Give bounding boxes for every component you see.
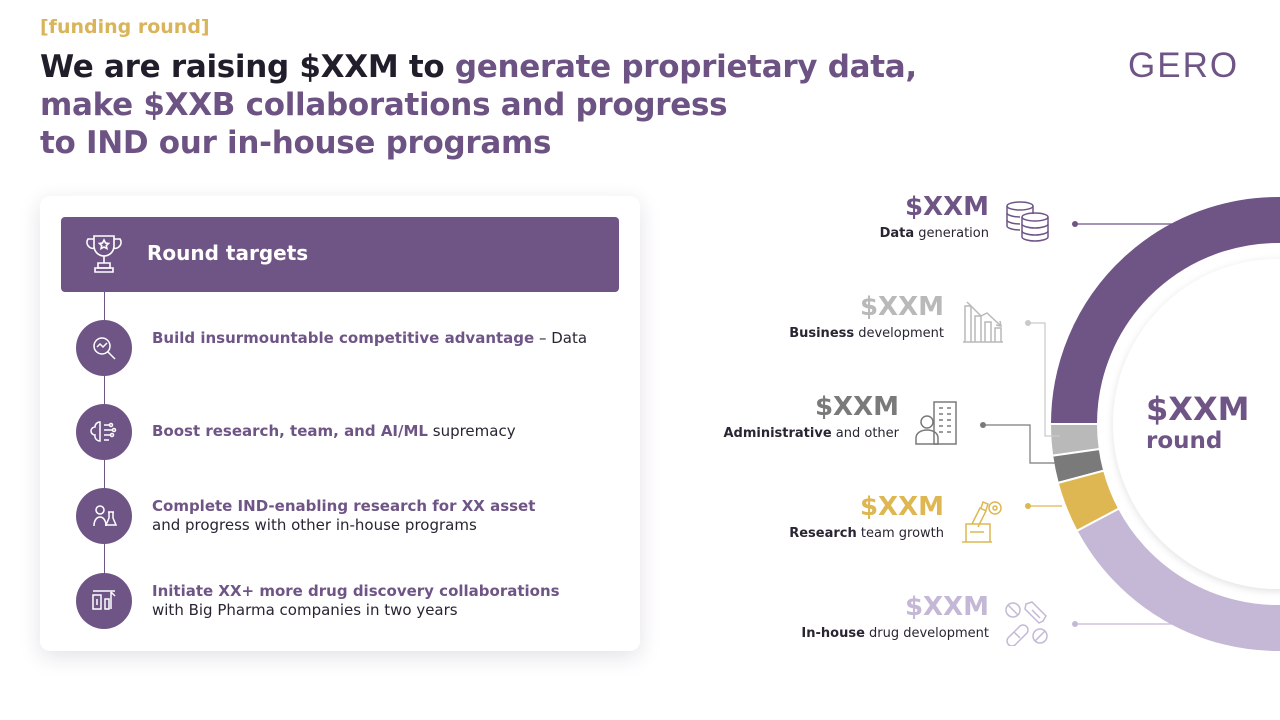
connector-line	[983, 424, 1060, 464]
allocation-label: $XXM In-house drug development	[801, 592, 989, 641]
headline: We are raising $XXM to generate propriet…	[40, 48, 940, 162]
donut-segment	[1048, 195, 1280, 425]
target-item: Boost research, team, and AI/ML supremac…	[76, 404, 616, 460]
target-item: Build insurmountable competitive advanta…	[76, 320, 616, 376]
pharma-collaboration-icon	[76, 573, 132, 629]
donut-segment	[1075, 507, 1280, 653]
donut-center	[1113, 259, 1280, 589]
round-label: round	[1146, 428, 1223, 454]
database-icon	[1006, 201, 1049, 242]
lab-research-icon	[76, 488, 132, 544]
ai-brain-icon	[76, 404, 132, 460]
headline-line3: to IND our in-house programs	[40, 125, 552, 161]
trophy-icon	[86, 235, 122, 273]
round-amount: $XXM	[1146, 390, 1250, 428]
card-header: Round targets	[61, 217, 619, 292]
office-building-icon	[915, 401, 957, 445]
allocation-label: $XXM Business development	[789, 292, 944, 341]
round-targets-card: Round targets Build insurmountable compe…	[40, 196, 640, 651]
bar-chart-icon	[963, 301, 1003, 343]
allocation-label: $XXM Research team growth	[789, 492, 944, 541]
target-text: Boost research, team, and AI/ML supremac…	[152, 422, 516, 440]
svg-text:GERO: GERO	[1128, 46, 1239, 84]
card-title: Round targets	[147, 241, 309, 265]
gero-logo: GERO	[1128, 46, 1239, 84]
target-text: Build insurmountable competitive advanta…	[152, 329, 588, 347]
target-item: Initiate XX+ more drug discovery collabo…	[76, 573, 616, 629]
connector-line	[1028, 322, 1060, 437]
headline-line2: make $XXB collaborations and progress	[40, 87, 728, 123]
target-text: Complete IND-enabling research for XX as…	[152, 497, 536, 534]
allocation-label: $XXM Data generation	[879, 192, 989, 241]
donut-segment	[1048, 423, 1101, 457]
section-tag: [funding round]	[40, 16, 210, 38]
analytics-magnifier-icon	[76, 320, 132, 376]
headline-line1: generate proprietary data,	[454, 49, 917, 85]
target-item: Complete IND-enabling research for XX as…	[76, 488, 616, 544]
pills-icon	[1005, 601, 1048, 646]
microscope-icon	[962, 501, 1002, 543]
headline-lead: We are raising $XXM to	[40, 49, 455, 85]
donut-segment	[1051, 447, 1106, 485]
allocation-label: $XXM Administrative and other	[723, 392, 899, 441]
target-text: Initiate XX+ more drug discovery collabo…	[152, 582, 560, 619]
